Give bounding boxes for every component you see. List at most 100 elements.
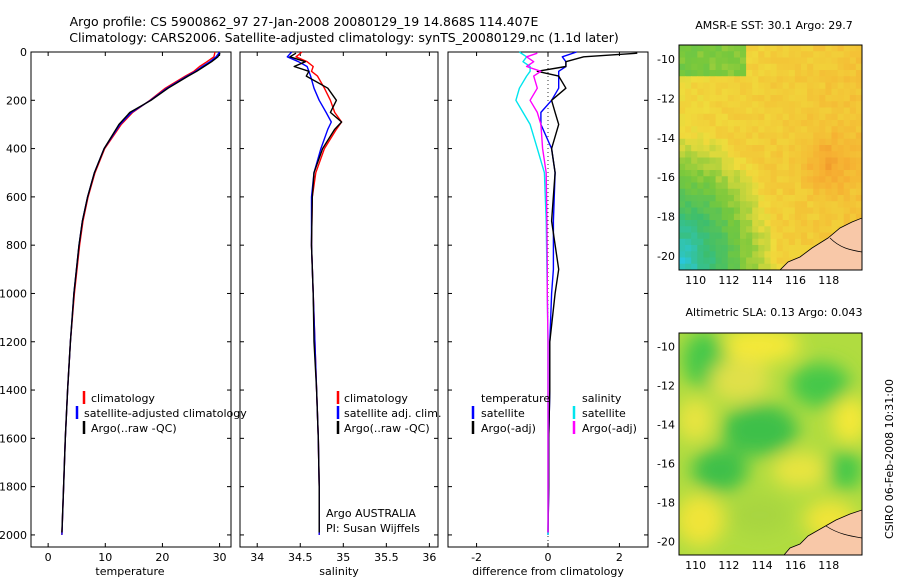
- legend-label: satellite: [481, 407, 525, 420]
- sst-cell: [831, 51, 839, 59]
- legend-label: satellite: [582, 407, 626, 420]
- sst-cell: [703, 132, 711, 140]
- sst-cell: [819, 57, 826, 65]
- difference-legend: temperature satellite Argo(-adj) salinit…: [471, 392, 637, 435]
- sst-cell: [733, 126, 741, 134]
- sst-cell: [843, 138, 851, 146]
- sst-cell: [685, 257, 692, 265]
- sst-cell: [721, 63, 729, 71]
- sst-cell: [746, 220, 753, 227]
- sst-cell: [691, 176, 698, 184]
- sst-cell: [770, 176, 778, 184]
- sst-cell: [843, 113, 851, 121]
- sst-cell: [807, 207, 814, 215]
- sst-cell: [801, 213, 808, 221]
- sst-cell: [703, 76, 711, 84]
- sst-cell: [776, 220, 784, 227]
- sst-cell: [715, 145, 723, 152]
- sst-cell: [776, 132, 784, 140]
- sst-cell: [697, 263, 704, 270]
- map-y-tick-label: -10: [657, 341, 675, 354]
- sst-cell: [721, 126, 729, 134]
- sst-cell: [776, 163, 784, 171]
- sst-cell: [697, 220, 704, 227]
- sst-cell: [685, 82, 692, 90]
- sst-cell: [691, 170, 698, 177]
- sst-cell: [758, 163, 765, 171]
- sst-cell: [837, 45, 845, 52]
- sst-cell: [813, 132, 820, 140]
- sst-cell: [715, 207, 723, 215]
- sst-cell: [788, 176, 796, 184]
- sst-cell: [770, 251, 778, 259]
- sst-cell: [679, 263, 686, 270]
- sst-cell: [801, 188, 808, 196]
- sst-cell: [819, 113, 826, 121]
- sst-cell: [752, 113, 759, 121]
- sst-cell: [715, 220, 723, 227]
- sst-cell: [740, 107, 747, 115]
- sst-cell: [831, 195, 839, 202]
- sst-cell: [782, 207, 790, 215]
- sst-cell: [685, 101, 692, 109]
- sst-cell: [813, 63, 820, 71]
- sst-cell: [849, 151, 857, 159]
- sst-cell: [752, 201, 759, 209]
- sst-cell: [782, 188, 790, 196]
- sst-cell: [849, 107, 857, 115]
- sst-cell: [721, 207, 729, 215]
- sst-cell: [807, 113, 814, 121]
- sst-cell: [801, 45, 808, 52]
- sst-cell: [837, 207, 845, 215]
- sst-cell: [788, 120, 796, 127]
- sst-cell: [733, 157, 741, 165]
- sst-cell: [746, 107, 753, 115]
- sst-cell: [843, 188, 851, 196]
- sst-cell: [794, 176, 802, 184]
- sst-cell: [709, 126, 717, 134]
- sst-cell: [746, 126, 753, 134]
- sst-cell: [697, 101, 704, 109]
- sst-cell: [776, 257, 784, 265]
- sst-cell: [764, 126, 772, 134]
- sst-cell: [855, 120, 862, 127]
- sst-cell: [733, 51, 741, 59]
- sst-cell: [849, 132, 857, 140]
- sst-cell: [709, 195, 717, 202]
- salinity-panel: [239, 51, 439, 548]
- sst-cell: [685, 213, 692, 221]
- sst-cell: [825, 163, 833, 171]
- sst-cell: [837, 170, 845, 177]
- sst-cell: [691, 163, 698, 171]
- sst-cell: [843, 195, 851, 202]
- sst-cell: [813, 163, 820, 171]
- sst-cell: [813, 201, 820, 209]
- sst-cell: [740, 245, 747, 252]
- sst-cell: [691, 88, 698, 96]
- sla-blob: [772, 452, 828, 488]
- sst-cell: [703, 113, 711, 121]
- sst-cell: [770, 95, 778, 102]
- sst-cell: [825, 51, 833, 59]
- sst-cell: [770, 163, 778, 171]
- sst-cell: [691, 238, 698, 246]
- sst-cell: [709, 132, 717, 140]
- sst-cell: [849, 138, 857, 146]
- sst-cell: [746, 201, 753, 209]
- sst-cell: [697, 82, 704, 90]
- sst-cell: [685, 45, 692, 52]
- sst-cell: [782, 195, 790, 202]
- sst-cell: [849, 195, 857, 202]
- map-x-tick-label: 114: [752, 274, 773, 287]
- sst-cell: [794, 132, 802, 140]
- sst-cell: [843, 120, 851, 127]
- sst-cell: [843, 176, 851, 184]
- sst-cell: [776, 113, 784, 121]
- sst-cell: [770, 101, 778, 109]
- sst-cell: [788, 45, 796, 52]
- sst-cell: [819, 120, 826, 127]
- sst-cell: [849, 120, 857, 127]
- sst-cell: [685, 201, 692, 209]
- sst-cell: [733, 251, 741, 259]
- sst-cell: [733, 63, 741, 71]
